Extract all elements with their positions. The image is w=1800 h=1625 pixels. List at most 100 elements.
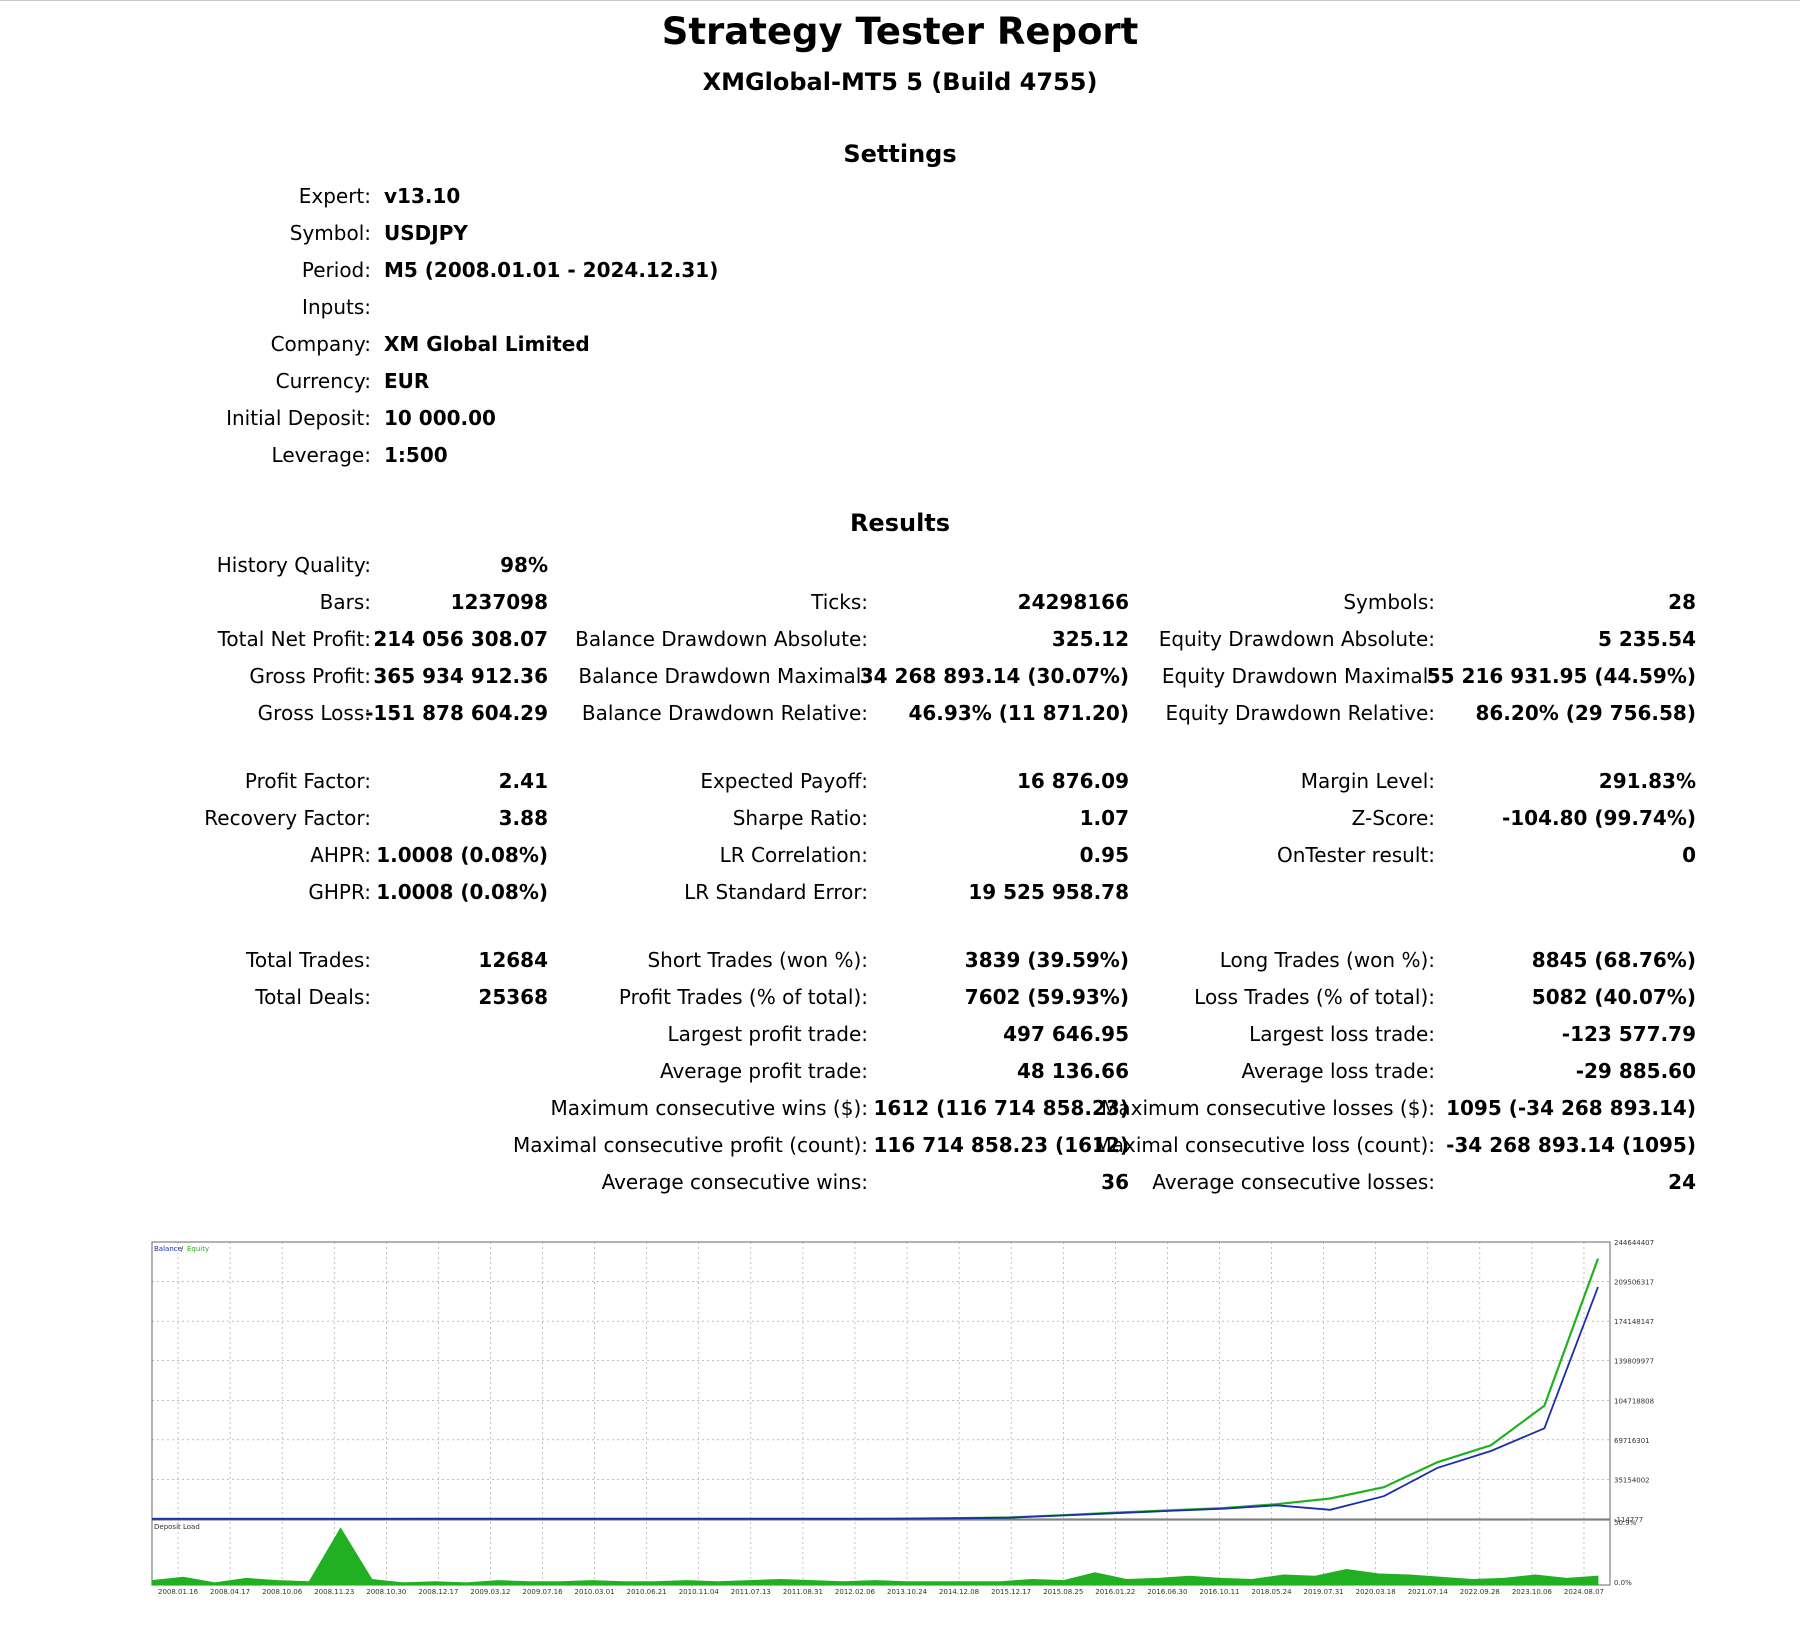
main-chart-frame	[151, 1241, 1611, 1520]
setting-value: v13.10	[384, 184, 461, 208]
result-label: OnTester result:	[1276, 843, 1435, 867]
x-tick-label: 2015.08.25	[1043, 1588, 1083, 1596]
result-label: Total Deals:	[255, 985, 371, 1009]
result-value: 325.12	[1051, 627, 1129, 651]
result-value: -123 577.79	[1561, 1022, 1696, 1046]
result-value: 19 525 958.78	[968, 880, 1129, 904]
result-label: History Quality:	[216, 553, 371, 577]
result-label: Largest profit trade:	[667, 1022, 868, 1046]
result-label: Bars:	[319, 590, 371, 614]
result-label: GHPR:	[308, 880, 371, 904]
result-label: Symbols:	[1343, 590, 1435, 614]
result-value: 16 876.09	[1017, 769, 1129, 793]
result-label: Profit Trades (% of total):	[618, 985, 868, 1009]
result-value: 291.83%	[1598, 769, 1696, 793]
deposit-load-label: Deposit Load	[154, 1523, 200, 1531]
result-label: Balance Drawdown Maximal:	[578, 664, 868, 688]
result-label: Short Trades (won %):	[647, 948, 868, 972]
result-label: Equity Drawdown Absolute:	[1158, 627, 1435, 651]
x-tick-label: 2008.04.17	[210, 1588, 250, 1596]
result-label: Maximal consecutive profit (count):	[512, 1133, 868, 1157]
result-value: 55 216 931.95 (44.59%)	[1426, 664, 1696, 688]
result-label: Maximal consecutive loss (count):	[1094, 1133, 1435, 1157]
setting-label: Company:	[270, 332, 371, 356]
setting-label: Symbol:	[289, 221, 371, 245]
result-label: Equity Drawdown Relative:	[1165, 701, 1435, 725]
x-tick-label: 2008.10.06	[262, 1588, 303, 1596]
x-tick-label: 2021.07.14	[1408, 1588, 1449, 1596]
result-value: 46.93% (11 871.20)	[908, 701, 1129, 725]
x-tick-label: 2022.09.28	[1460, 1588, 1500, 1596]
x-tick-label: 2016.06.30	[1147, 1588, 1187, 1596]
setting-value: XM Global Limited	[384, 332, 590, 356]
x-tick-label: 2016.10.11	[1199, 1588, 1239, 1596]
load-tick-top: 50.9%	[1614, 1519, 1637, 1527]
setting-value: 1:500	[384, 443, 448, 467]
result-value: 86.20% (29 756.58)	[1475, 701, 1696, 725]
y-tick-label: -114777	[1614, 1516, 1643, 1524]
result-label: Long Trades (won %):	[1219, 948, 1435, 972]
result-label: Sharpe Ratio:	[732, 806, 868, 830]
setting-value: EUR	[384, 369, 430, 393]
result-value: 5082 (40.07%)	[1531, 985, 1696, 1009]
x-tick-label: 2010.06.21	[627, 1588, 667, 1596]
settings-heading: Settings	[843, 140, 957, 168]
result-value: 365 934 912.36	[373, 664, 548, 688]
setting-value: 10 000.00	[384, 406, 496, 430]
result-value: -34 268 893.14 (1095)	[1446, 1133, 1696, 1157]
result-value: 0	[1682, 843, 1696, 867]
setting-label: Initial Deposit:	[226, 406, 371, 430]
result-value: 1.0008 (0.08%)	[376, 880, 548, 904]
result-value: 214 056 308.07	[373, 627, 548, 651]
result-value: -29 885.60	[1575, 1059, 1696, 1083]
balance-series-line	[152, 1286, 1599, 1520]
setting-label: Expert:	[298, 184, 371, 208]
result-label: Average consecutive wins:	[601, 1170, 868, 1194]
result-value: 116 714 858.23 (1612)	[873, 1133, 1129, 1157]
x-tick-label: 2024.08.07	[1564, 1588, 1604, 1596]
setting-label: Currency:	[275, 369, 371, 393]
x-tick-label: 2011.07.13	[731, 1588, 771, 1596]
results-heading: Results	[849, 509, 951, 537]
result-value: -104.80 (99.74%)	[1501, 806, 1696, 830]
result-label: Balance Drawdown Relative:	[581, 701, 868, 725]
x-tick-label: 2010.03.01	[575, 1588, 615, 1596]
result-value: 0.95	[1079, 843, 1129, 867]
equity-series-line	[152, 1258, 1600, 1520]
result-label: Largest loss trade:	[1249, 1022, 1435, 1046]
result-label: Ticks:	[811, 590, 868, 614]
x-tick-label: 2014.12.08	[939, 1588, 979, 1596]
result-label: Total Net Profit:	[217, 627, 371, 651]
result-label: Margin Level:	[1300, 769, 1435, 793]
result-value: 2.41	[498, 769, 548, 793]
load-tick-bottom: 0.0%	[1614, 1579, 1632, 1587]
result-label: LR Correlation:	[719, 843, 868, 867]
result-value: 25368	[478, 985, 548, 1009]
result-label: Loss Trades (% of total):	[1194, 985, 1435, 1009]
x-tick-label: 2018.05.24	[1251, 1588, 1292, 1596]
y-tick-label: 69716301	[1614, 1437, 1650, 1445]
x-tick-label: 2015.12.17	[991, 1588, 1031, 1596]
result-value: 1237098	[450, 590, 548, 614]
top-border	[0, 0, 1800, 1]
x-tick-label: 2019.07.31	[1304, 1588, 1344, 1596]
y-tick-label: 244644407	[1614, 1239, 1654, 1247]
y-tick-label: 35154002	[1614, 1476, 1650, 1484]
result-label: AHPR:	[310, 843, 371, 867]
result-value: 5 235.54	[1597, 627, 1696, 651]
setting-label: Leverage:	[271, 443, 371, 467]
result-label: LR Standard Error:	[684, 880, 868, 904]
x-axis-ticks: 2008.01.16 2008.04.17 2008.10.06 2008.11.23…	[158, 1588, 1604, 1596]
result-value: 1.07	[1079, 806, 1129, 830]
legend-equity: Equity	[187, 1245, 209, 1253]
result-value: 12684	[478, 948, 548, 972]
x-tick-label: 2008.11.23	[314, 1588, 354, 1596]
x-tick-label: 2008.12.17	[418, 1588, 458, 1596]
result-label: Expected Payoff:	[700, 769, 868, 793]
result-value: 1.0008 (0.08%)	[376, 843, 548, 867]
balance-equity-chart: Balance / Equity Deposit Load 2446444072…	[151, 1239, 1654, 1596]
result-value: 36	[1101, 1170, 1129, 1194]
y-tick-label: 104718808	[1614, 1397, 1654, 1405]
result-label: Recovery Factor:	[204, 806, 371, 830]
legend-separator: /	[181, 1245, 184, 1253]
